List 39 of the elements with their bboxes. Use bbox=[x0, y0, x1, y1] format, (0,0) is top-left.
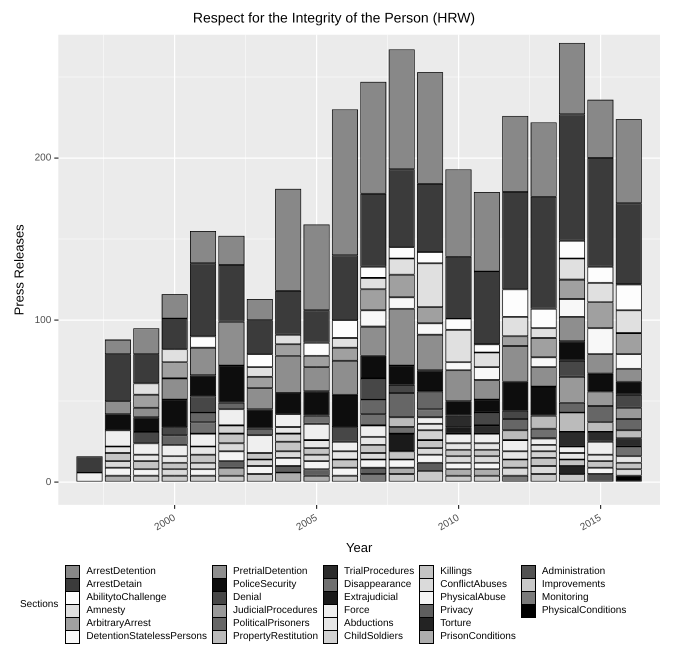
legend-label: Torture bbox=[440, 618, 472, 629]
legend-label: AbilitytoChallenge bbox=[86, 592, 166, 603]
legend-label: PoliticalPrisoners bbox=[232, 618, 310, 629]
legend-label: ConflictAbuses bbox=[440, 579, 507, 590]
legend-label: ArrestDetention bbox=[86, 566, 156, 577]
x-tick-label: 2015 bbox=[578, 512, 604, 534]
legend-title: Sections bbox=[19, 598, 60, 610]
legend-label: Monitoring bbox=[542, 592, 589, 603]
legend-label: Abductions bbox=[344, 618, 394, 629]
y-axis-title: Press Releases bbox=[11, 224, 26, 316]
legend-label: PretrialDetention bbox=[232, 566, 308, 577]
legend-label: PropertyRestitution bbox=[232, 631, 318, 642]
chart-title: Respect for the Integrity of the Person (HRW) bbox=[192, 9, 476, 26]
x-tick-label: 2010 bbox=[436, 512, 462, 534]
y-tick-label: 200 bbox=[34, 152, 52, 164]
y-tick-label: 100 bbox=[34, 314, 52, 326]
legend-label: Administration bbox=[542, 566, 606, 577]
legend-label: PhysicalConditions bbox=[542, 605, 626, 616]
legend-label: ChildSoldiers bbox=[344, 631, 403, 642]
legend-label: Extrajudicial bbox=[344, 592, 398, 603]
legend-label: JudicialProcedures bbox=[232, 605, 318, 616]
legend-label: Force bbox=[344, 605, 370, 616]
legend-label: Privacy bbox=[440, 605, 474, 616]
legend-label: Disappearance bbox=[344, 579, 412, 590]
legend-label: PrisonConditions bbox=[440, 631, 516, 642]
legend-label: PoliceSecurity bbox=[232, 579, 296, 590]
legend-label: Denial bbox=[232, 592, 262, 603]
legend-label: ArrestDetain bbox=[86, 579, 142, 590]
legend-label: Improvements bbox=[542, 579, 606, 590]
x-tick-label: 2005 bbox=[294, 512, 320, 534]
x-axis-title: Year bbox=[346, 540, 373, 555]
legend-label: Amnesty bbox=[86, 605, 126, 616]
legend-label: DetentionStatelessPersons bbox=[86, 631, 207, 642]
legend-label: TrialProcedures bbox=[344, 566, 414, 577]
y-tick-label: 0 bbox=[46, 476, 52, 488]
legend-label: Killings bbox=[440, 566, 472, 577]
legend-label: ArbitraryArrest bbox=[86, 618, 151, 629]
x-tick-label: 2000 bbox=[152, 512, 178, 534]
legend-label: PhysicalAbuse bbox=[440, 592, 506, 603]
